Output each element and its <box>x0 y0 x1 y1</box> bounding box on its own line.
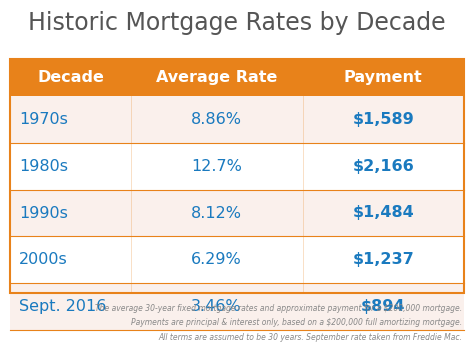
Text: 1990s: 1990s <box>19 206 68 220</box>
Bar <box>10 59 464 293</box>
Bar <box>10 143 464 190</box>
Text: 3.46%: 3.46% <box>191 299 242 314</box>
Text: Payments are principal & interest only, based on a $200,000 full amortizing mort: Payments are principal & interest only, … <box>131 318 462 327</box>
Text: $1,237: $1,237 <box>352 252 414 267</box>
Text: $1,484: $1,484 <box>352 206 414 220</box>
Text: The average 30-year fixed mortgage rates and approximate payment for a $200,000 : The average 30-year fixed mortgage rates… <box>95 304 462 312</box>
Text: $2,166: $2,166 <box>352 159 414 174</box>
Text: All terms are assumed to be 30 years. September rate taken from Freddie Mac.: All terms are assumed to be 30 years. Se… <box>158 333 462 342</box>
Bar <box>10 59 464 96</box>
Text: 2000s: 2000s <box>19 252 68 267</box>
Text: 1970s: 1970s <box>19 112 68 127</box>
Bar <box>10 96 464 143</box>
Text: Decade: Decade <box>37 70 104 85</box>
Bar <box>10 283 464 330</box>
Text: Historic Mortgage Rates by Decade: Historic Mortgage Rates by Decade <box>28 11 446 35</box>
Text: 6.29%: 6.29% <box>191 252 242 267</box>
Text: Payment: Payment <box>344 70 422 85</box>
Bar <box>10 236 464 283</box>
Text: 8.12%: 8.12% <box>191 206 242 220</box>
Text: $894: $894 <box>361 299 405 314</box>
Text: 12.7%: 12.7% <box>191 159 242 174</box>
Text: $1,589: $1,589 <box>352 112 414 127</box>
Text: Sept. 2016: Sept. 2016 <box>19 299 106 314</box>
Text: 1980s: 1980s <box>19 159 68 174</box>
Text: 8.86%: 8.86% <box>191 112 242 127</box>
Bar <box>10 190 464 236</box>
Text: Average Rate: Average Rate <box>156 70 277 85</box>
